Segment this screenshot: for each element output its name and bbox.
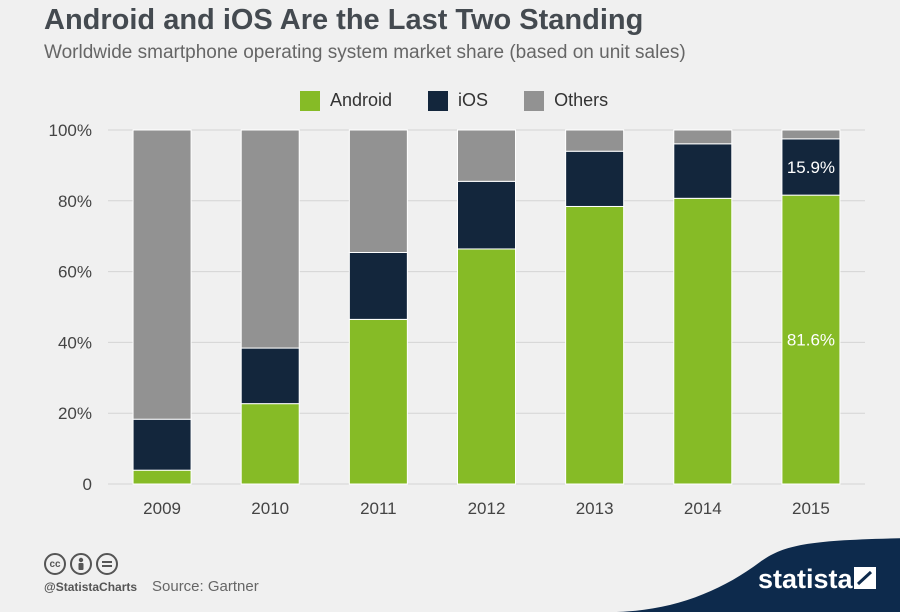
chart-subtitle: Worldwide smartphone operating system ma… (44, 42, 686, 63)
y-tick-label: 20% (58, 404, 92, 423)
bar-android-2010 (240, 403, 300, 485)
y-tick-label: 100% (49, 121, 92, 140)
y-tick-label: 80% (58, 192, 92, 211)
legend-label-android: Android (330, 90, 393, 110)
bar-others-2011 (348, 129, 408, 253)
bar-android-2014 (673, 197, 733, 485)
stacked-bar-chart: 0 20% 40% 60% 80% 100% 2009 2010 2011 2012 2013 201… (49, 121, 865, 518)
legend-label-ios: iOS (458, 90, 489, 110)
legend-label-others: Others (554, 90, 609, 110)
bar-ios-2010 (240, 347, 300, 405)
y-tick-label: 40% (58, 333, 92, 352)
bar-android-2012 (457, 248, 516, 485)
source-note: Source: Gartner (152, 578, 259, 595)
y-tick-label: 0 (83, 475, 92, 494)
bar-others-2015 (781, 129, 841, 140)
license-icons: cc (44, 553, 122, 575)
x-tick-label: 2010 (251, 499, 289, 518)
legend-item-ios: iOS (428, 90, 488, 111)
legend-swatch-android (300, 90, 320, 111)
twitter-handle: @StatistaCharts (44, 580, 138, 594)
bar-others-2010 (240, 129, 300, 349)
data-label-ios: 15.9% (787, 158, 835, 177)
nd-icon (96, 553, 118, 575)
statista-brand-band (610, 538, 900, 612)
bar-others-2014 (673, 129, 733, 145)
bar-others-2009 (132, 129, 192, 420)
data-label-android: 81.6% (787, 331, 835, 350)
statista-logo-text[interactable]: statista (758, 564, 853, 594)
bar-android-2009 (132, 469, 192, 485)
y-tick-label: 60% (58, 263, 92, 282)
x-tick-label: 2015 (792, 499, 830, 518)
legend-item-others: Others (524, 90, 608, 111)
bar-ios-2013 (565, 150, 625, 207)
bar-ios-2012 (457, 180, 516, 250)
x-tick-label: 2014 (684, 499, 722, 518)
bar-ios-2014 (673, 143, 733, 199)
x-tick-label: 2013 (576, 499, 614, 518)
bar-others-2012 (457, 129, 516, 182)
legend-swatch-ios (428, 90, 449, 111)
by-icon (70, 553, 92, 575)
chart-title: Android and iOS Are the Last Two Standin… (44, 4, 644, 36)
bar-android-2013 (565, 205, 625, 485)
bar-ios-2009 (132, 418, 192, 471)
bar-android-2011 (348, 318, 408, 485)
cc-icon: cc (44, 553, 66, 575)
x-tick-label: 2011 (360, 499, 397, 518)
x-tick-label: 2009 (143, 499, 181, 518)
legend-item-android: Android (300, 90, 392, 111)
chart-legend: Android iOS Others (300, 90, 644, 111)
statista-logo-icon (854, 567, 876, 589)
bar-others-2013 (565, 129, 625, 152)
bar-ios-2011 (348, 251, 408, 320)
x-tick-label: 2012 (468, 499, 506, 518)
legend-swatch-others (524, 90, 545, 111)
